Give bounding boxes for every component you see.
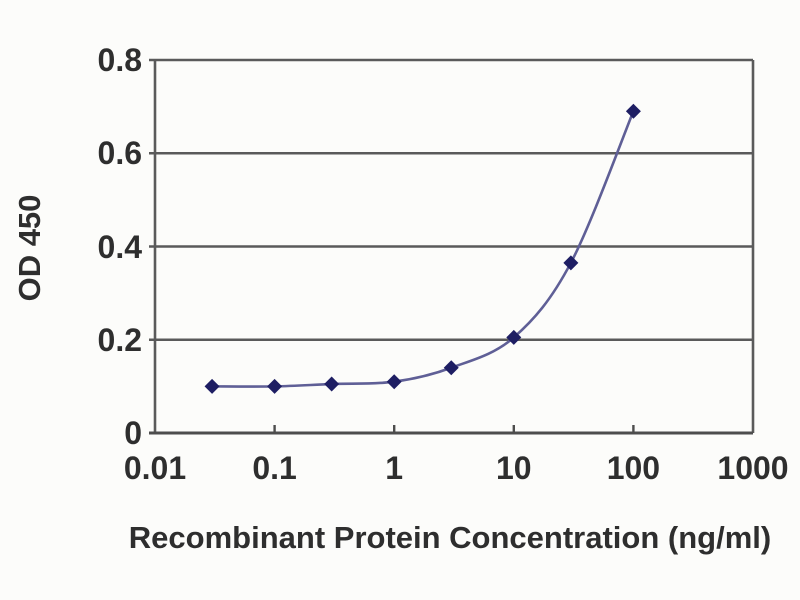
- x-tick-label: 10: [496, 450, 532, 486]
- y-tick-label: 0.4: [97, 228, 142, 265]
- data-point-marker: [204, 378, 220, 394]
- data-point-marker: [625, 103, 641, 119]
- x-axis-title: Recombinant Protein Concentration (ng/ml…: [128, 520, 772, 555]
- data-point-marker: [267, 378, 283, 394]
- x-tick-label: 0.1: [252, 450, 297, 486]
- y-tick-label: 0.6: [97, 135, 142, 172]
- x-tick-label: 0.01: [123, 450, 187, 486]
- data-point-marker: [324, 376, 340, 392]
- x-tick-label: 1: [385, 450, 404, 486]
- data-point-marker: [386, 374, 402, 390]
- data-point-marker: [443, 360, 459, 376]
- data-point-marker: [563, 255, 579, 271]
- y-axis-title: OD 450: [12, 194, 47, 302]
- x-tick-label: 1000: [717, 450, 789, 486]
- x-tick-label: 100: [606, 450, 661, 486]
- y-tick-label: 0: [124, 415, 142, 451]
- y-tick-label: 0.2: [97, 321, 142, 358]
- y-tick-label: 0.8: [97, 42, 142, 78]
- data-point-marker: [506, 329, 522, 345]
